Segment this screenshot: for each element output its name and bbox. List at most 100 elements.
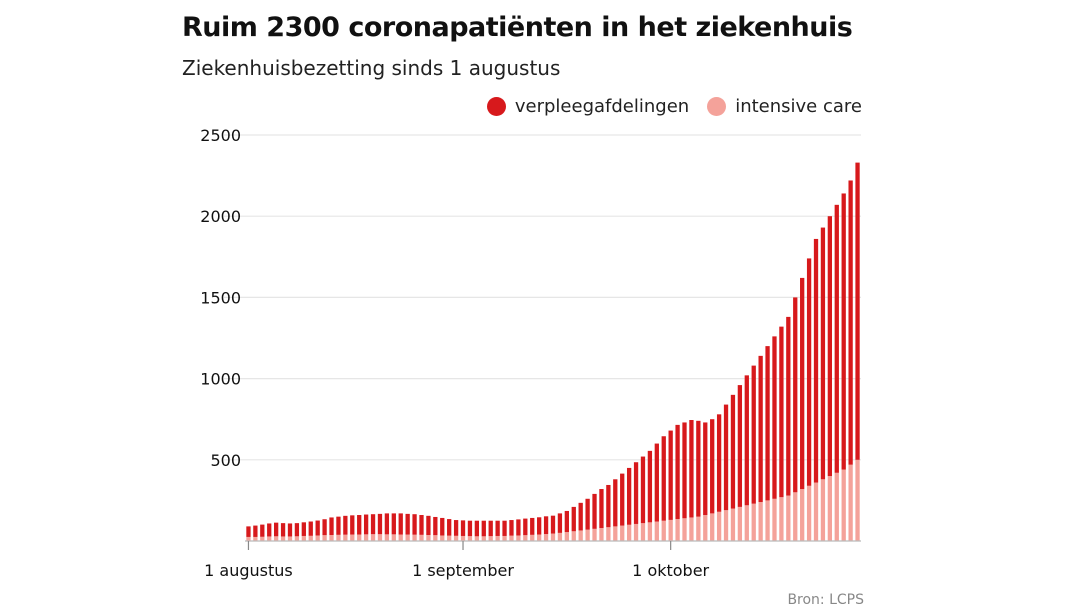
legend-label-verpleegafdelingen: verpleegafdelingen (514, 96, 690, 117)
bar-verpleegafdelingen-2020-10-19 (793, 297, 798, 493)
bar-intensive-care-2020-08-06 (280, 536, 286, 541)
bar-intensive-care-2020-10-26 (841, 469, 846, 541)
bar-verpleegafdelingen-2020-08-08 (294, 523, 300, 537)
bar-verpleegafdelingen-2020-09-03 (474, 520, 480, 537)
bar-verpleegafdelingen-2020-09-05 (488, 520, 493, 537)
bar-intensive-care-2020-09-26 (633, 523, 639, 541)
bar-verpleegafdelingen-2020-09-08 (509, 520, 514, 536)
bar-verpleegafdelingen-2020-10-18 (786, 316, 791, 496)
y-tick-label-2500: 2500 (200, 126, 241, 145)
bar-intensive-care-2020-09-15 (557, 532, 563, 541)
bar-intensive-care-2020-10-08 (716, 511, 722, 541)
bar-verpleegafdelingen-2020-09-25 (626, 467, 632, 525)
bar-verpleegafdelingen-2020-10-14 (758, 355, 763, 503)
x-tick-label-1-oktober: 1 oktober (632, 561, 709, 580)
bar-intensive-care-2020-08-07 (287, 536, 293, 541)
bar-verpleegafdelingen-2020-08-03 (260, 524, 265, 537)
y-tick-label-1500: 1500 (200, 288, 241, 307)
bar-intensive-care-2020-09-10 (523, 535, 528, 541)
chart-subtitle: Ziekenhuisbezetting sinds 1 augustus (182, 56, 561, 80)
bar-verpleegafdelingen-2020-10-06 (703, 422, 708, 516)
bar-intensive-care-2020-08-31 (453, 535, 459, 541)
bar-intensive-care-2020-09-12 (537, 534, 542, 541)
bar-verpleegafdelingen-2020-09-23 (613, 479, 618, 527)
bar-verpleegafdelingen-2020-08-25 (412, 514, 417, 535)
bar-verpleegafdelingen-2020-09-12 (537, 517, 542, 535)
bar-verpleegafdelingen-2020-10-12 (744, 375, 749, 506)
bar-verpleegafdelingen-2020-08-28 (433, 516, 438, 536)
bar-intensive-care-2020-09-08 (509, 535, 514, 541)
bar-verpleegafdelingen-2020-08-17 (357, 515, 362, 535)
bar-verpleegafdelingen-2020-09-29 (654, 443, 659, 522)
bar-verpleegafdelingen-2020-10-25 (834, 204, 839, 473)
bar-intensive-care-2020-09-23 (613, 526, 618, 541)
bar-intensive-care-2020-10-28 (855, 459, 860, 541)
bar-intensive-care-2020-09-25 (626, 524, 632, 541)
bar-verpleegafdelingen-2020-09-20 (592, 493, 597, 529)
bar-intensive-care-2020-09-16 (564, 532, 569, 541)
bar-intensive-care-2020-10-22 (813, 482, 819, 541)
bar-intensive-care-2020-08-11 (315, 535, 320, 541)
bar-intensive-care-2020-08-21 (384, 534, 390, 541)
x-axis: 1 augustus 1 september 1 oktober (204, 540, 861, 580)
bar-intensive-care-2020-08-29 (440, 535, 445, 541)
y-tick-label-500: 500 (210, 451, 241, 470)
bar-intensive-care-2020-08-16 (350, 534, 355, 541)
bar-intensive-care-2020-10-13 (751, 503, 756, 541)
y-tick-label-1000: 1000 (200, 370, 241, 389)
bar-intensive-care-2020-09-02 (467, 536, 473, 541)
bar-verpleegafdelingen-2020-10-15 (765, 346, 770, 501)
bar-verpleegafdelingen-2020-10-24 (827, 216, 832, 477)
bar-verpleegafdelingen-2020-08-18 (363, 514, 369, 535)
bar-verpleegafdelingen-2020-10-17 (779, 326, 784, 498)
bar-verpleegafdelingen-2020-08-06 (280, 523, 286, 537)
bar-verpleegafdelingen-2020-09-09 (516, 519, 521, 536)
bar-verpleegafdelingen-2020-08-14 (336, 516, 341, 535)
bar-intensive-care-2020-08-13 (329, 534, 334, 541)
bar-verpleegafdelingen-2020-08-10 (308, 521, 313, 536)
bar-intensive-care-2020-09-04 (481, 536, 486, 541)
bar-verpleegafdelingen-2020-10-16 (772, 336, 777, 499)
bar-intensive-care-2020-08-09 (301, 535, 306, 541)
bar-intensive-care-2020-10-20 (800, 489, 805, 541)
bar-intensive-care-2020-09-07 (502, 535, 507, 541)
bar-verpleegafdelingen-2020-08-31 (453, 520, 459, 536)
bar-verpleegafdelingen-2020-10-23 (820, 227, 826, 480)
bar-verpleegafdelingen-2020-09-30 (661, 436, 666, 521)
bar-intensive-care-2020-10-25 (834, 472, 839, 541)
bar-verpleegafdelingen-2020-09-11 (530, 517, 535, 535)
bar-verpleegafdelingen-2020-09-15 (557, 513, 563, 533)
bar-verpleegafdelingen-2020-08-13 (329, 517, 334, 535)
bar-verpleegafdelingen-2020-08-30 (447, 519, 452, 536)
bar-intensive-care-2020-09-21 (599, 528, 604, 541)
bar-verpleegafdelingen-2020-08-01 (246, 526, 251, 537)
bar-verpleegafdelingen-2020-10-02 (675, 424, 680, 520)
x-tick-label-1-augustus: 1 augustus (204, 561, 293, 580)
bar-intensive-care-2020-10-27 (848, 464, 853, 541)
bar-intensive-care-2020-10-15 (765, 500, 770, 541)
bar-verpleegafdelingen-2020-10-22 (813, 238, 819, 483)
bar-verpleegafdelingen-2020-10-26 (841, 193, 846, 470)
bar-verpleegafdelingen-2020-08-12 (322, 519, 327, 536)
bar-verpleegafdelingen-2020-09-16 (564, 510, 569, 533)
bar-intensive-care-2020-08-30 (447, 535, 452, 541)
bar-verpleegafdelingen-2020-08-16 (350, 515, 355, 535)
bar-intensive-care-2020-09-01 (460, 535, 466, 541)
bar-verpleegafdelingen-2020-09-18 (578, 502, 583, 531)
bar-intensive-care-2020-09-19 (585, 529, 590, 541)
bar-intensive-care-2020-08-19 (370, 534, 376, 541)
bar-verpleegafdelingen-2020-08-02 (253, 525, 258, 537)
bar-verpleegafdelingen-2020-10-09 (723, 404, 729, 511)
bar-intensive-care-2020-09-29 (654, 521, 659, 541)
bar-intensive-care-2020-08-22 (391, 534, 396, 541)
bar-verpleegafdelingen-2020-08-15 (343, 515, 348, 535)
bar-intensive-care-2020-09-17 (571, 531, 576, 541)
bar-intensive-care-2020-08-27 (426, 534, 431, 541)
bar-intensive-care-2020-10-21 (806, 485, 812, 541)
bar-intensive-care-2020-08-17 (357, 534, 362, 541)
bar-intensive-care-2020-08-26 (419, 534, 424, 541)
bar-intensive-care-2020-10-02 (675, 519, 680, 541)
bar-intensive-care-2020-10-17 (779, 497, 784, 541)
bar-intensive-care-2020-08-14 (336, 534, 341, 541)
source-note: Bron: LCPS (787, 592, 864, 608)
